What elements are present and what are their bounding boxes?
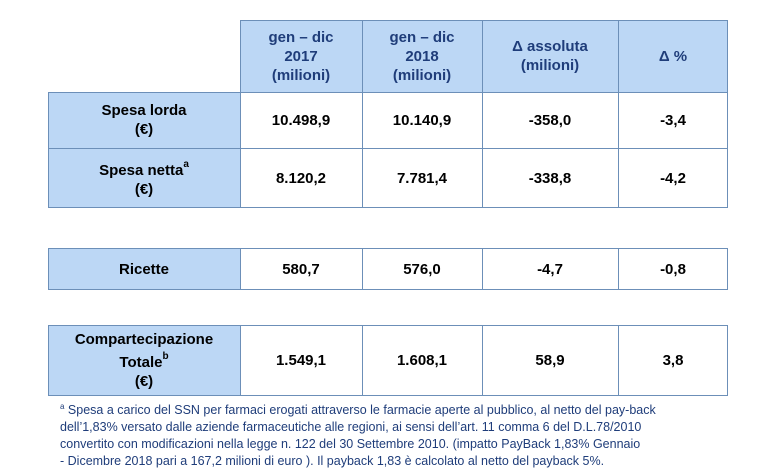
ricette-label: Ricette — [118, 260, 170, 278]
grid-v-c4 — [618, 20, 619, 208]
grid-h-header-bottom — [48, 92, 728, 93]
grid-h-top — [240, 20, 728, 21]
cell-spesa-netta-delta: -338,8 — [482, 148, 618, 208]
value: 10.498,9 — [271, 111, 331, 129]
footnote-line-3: convertito con modificazioni nella legge… — [60, 437, 641, 452]
cell-compartecipazione-2017: 1.549,1 — [240, 325, 362, 396]
cell-spesa-lorda-2018: 10.140,9 — [362, 92, 482, 148]
footnote: a Spesa a carico del SSN per farmaci ero… — [60, 398, 760, 470]
grid2-v-c1 — [240, 248, 241, 290]
row-label-compartecipazione: Compartecipazione Totaleb (€) — [48, 325, 240, 396]
value: -358,0 — [528, 111, 572, 129]
grid-v-c1 — [240, 20, 241, 208]
value: 1.608,1 — [396, 352, 448, 369]
footnote-line-1: a Spesa a carico del SSN per farmaci ero… — [60, 398, 760, 419]
cell-compartecipazione-2018: 1.608,1 — [362, 325, 482, 396]
value: 8.120,2 — [275, 169, 327, 187]
footnote-marker: a — [60, 402, 65, 411]
header-2018-line1: gen – dic — [389, 28, 455, 46]
cell-spesa-lorda-pct: -3,4 — [618, 92, 728, 148]
grid3-v-c1 — [240, 325, 241, 396]
footnote-line-2: dell’1,83% versato dalle aziende farmace… — [60, 420, 642, 435]
header-2017-line1: gen – dic — [268, 28, 334, 46]
grid3-v-c2 — [362, 325, 363, 396]
value: -0,8 — [660, 260, 686, 278]
footnote-text-1: Spesa a carico del SSN per farmaci eroga… — [64, 403, 656, 418]
footnote-line-4: - Dicembre 2018 pari a 167,2 milioni di … — [60, 454, 605, 469]
value: -4,7 — [537, 260, 563, 278]
value: 58,9 — [535, 352, 565, 369]
header-2018-line2: 2018 — [405, 47, 439, 65]
header-delta-percent: Δ % — [618, 20, 728, 92]
value: 576,0 — [403, 260, 441, 278]
header-2018: gen – dic 2018 (milioni) — [362, 20, 482, 92]
cell-spesa-lorda-delta: -358,0 — [482, 92, 618, 148]
spesa-netta-unit: (€) — [134, 181, 154, 198]
grid2-v-c4 — [618, 248, 619, 290]
cell-ricette-pct: -0,8 — [618, 248, 728, 290]
spesa-netta-label: Spesa netta — [99, 162, 184, 179]
cell-ricette-2018: 576,0 — [362, 248, 482, 290]
grid2-h-top — [48, 248, 728, 249]
grid3-h-top — [48, 325, 728, 326]
totale-label-line: Totaleb — [119, 349, 168, 372]
grid2-v-right — [727, 248, 728, 290]
value: -4,2 — [660, 169, 686, 187]
footnote-marker-b: b — [162, 351, 169, 362]
grid3-v-c3 — [482, 325, 483, 396]
cell-spesa-netta-2017: 8.120,2 — [240, 148, 362, 208]
spesa-netta-label-line: Spesa nettaa — [99, 157, 189, 180]
header-2017-line3: (milioni) — [271, 66, 331, 84]
grid2-v-left — [48, 248, 49, 290]
totale-label: Totale — [119, 354, 163, 371]
grid3-v-left — [48, 325, 49, 396]
grid-v-c2 — [362, 20, 363, 208]
header-delta-assoluta: Δ assoluta (milioni) — [482, 20, 618, 92]
value: 10.140,9 — [392, 111, 452, 129]
grid3-h-bottom — [48, 395, 728, 396]
footnote-marker-a: a — [183, 159, 189, 170]
header-delta-line2: (milioni) — [520, 57, 580, 74]
grid-v-c3 — [482, 20, 483, 208]
value: 3,8 — [662, 352, 684, 369]
compartecipazione-unit: (€) — [134, 373, 154, 390]
cell-compartecipazione-delta: 58,9 — [482, 325, 618, 396]
cell-spesa-lorda-2017: 10.498,9 — [240, 92, 362, 148]
header-2018-line3: (milioni) — [392, 66, 452, 84]
row-label-spesa-lorda: Spesa lorda (€) — [48, 92, 240, 148]
value: 1.549,1 — [275, 352, 327, 369]
spesa-lorda-label: Spesa lorda — [101, 102, 187, 119]
row-label-ricette: Ricette — [48, 248, 240, 290]
value: -3,4 — [660, 111, 686, 129]
header-2017: gen – dic 2017 (milioni) — [240, 20, 362, 92]
value: 580,7 — [282, 260, 320, 278]
header-pct-line1: Δ % — [658, 47, 688, 65]
header-delta-line1: Δ assoluta — [512, 38, 588, 55]
grid3-v-right — [727, 325, 728, 396]
cell-compartecipazione-pct: 3,8 — [618, 325, 728, 396]
grid-v-left — [48, 92, 49, 208]
grid-h-row2-bottom — [48, 207, 728, 208]
value: -338,8 — [528, 169, 572, 187]
value: 7.781,4 — [396, 169, 448, 187]
grid2-h-bottom — [48, 289, 728, 290]
cell-spesa-netta-2018: 7.781,4 — [362, 148, 482, 208]
row-label-spesa-netta: Spesa nettaa (€) — [48, 148, 240, 208]
spesa-lorda-unit: (€) — [134, 121, 154, 138]
grid3-v-c4 — [618, 325, 619, 396]
grid-v-right — [727, 20, 728, 208]
grid-h-row1-bottom — [48, 148, 728, 149]
cell-ricette-2017: 580,7 — [240, 248, 362, 290]
cell-ricette-delta: -4,7 — [482, 248, 618, 290]
header-2017-line2: 2017 — [284, 47, 318, 65]
grid2-v-c2 — [362, 248, 363, 290]
compartecipazione-label: Compartecipazione — [74, 331, 214, 348]
grid2-v-c3 — [482, 248, 483, 290]
cell-spesa-netta-pct: -4,2 — [618, 148, 728, 208]
